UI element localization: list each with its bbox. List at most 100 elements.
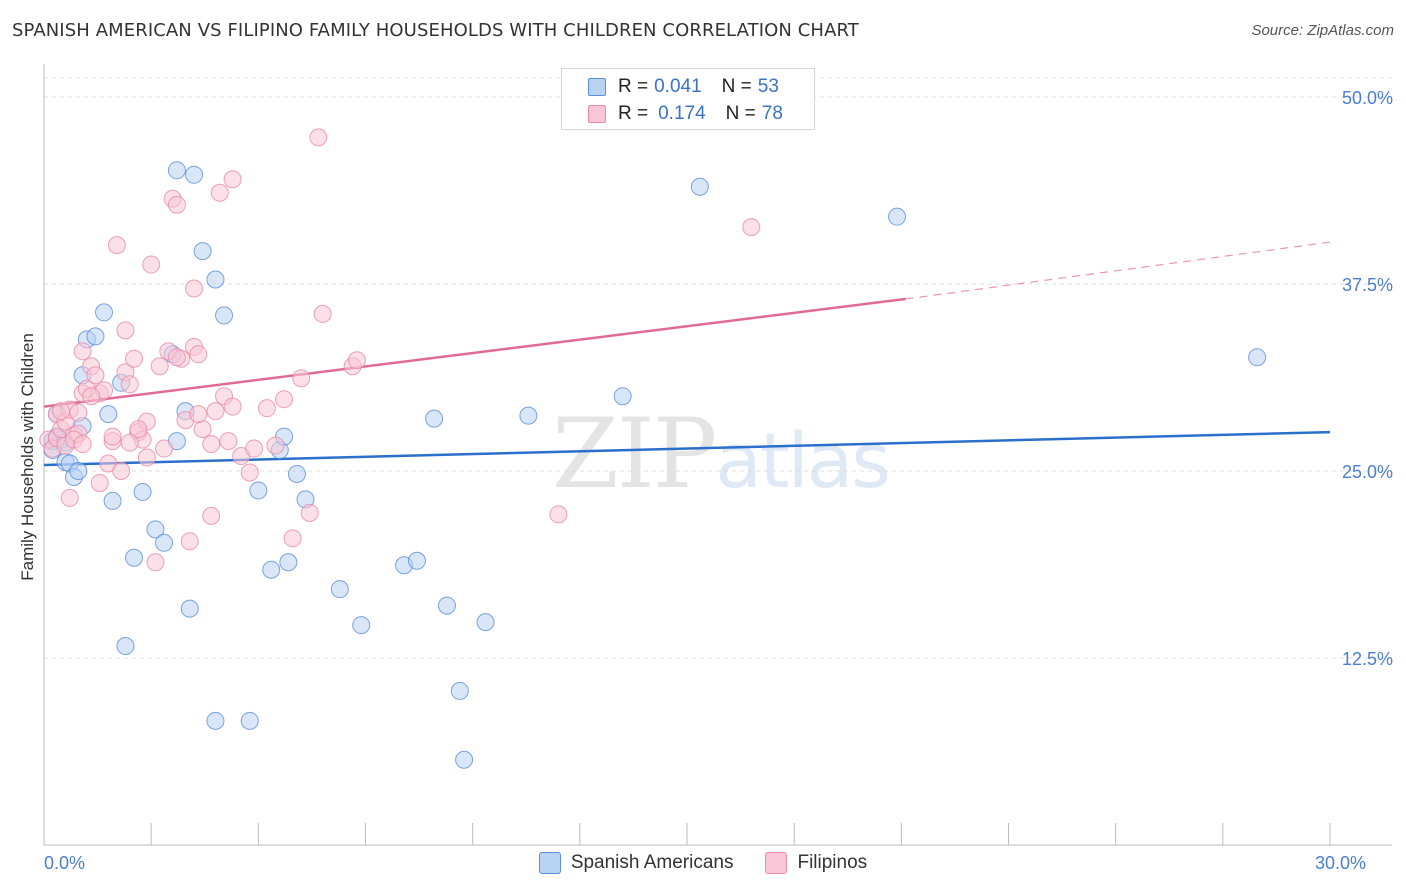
point-filipino — [125, 349, 144, 368]
point-filipino — [69, 403, 88, 422]
point-filipino — [219, 432, 238, 451]
point-filipino — [120, 433, 139, 452]
point-spanish-american — [476, 613, 495, 632]
point-filipino — [742, 218, 761, 237]
legend-swatch-pink — [765, 852, 788, 874]
gridlines — [44, 77, 1392, 659]
point-spanish-american — [279, 553, 298, 572]
point-filipino — [283, 529, 302, 548]
point-filipino — [60, 488, 79, 507]
x-tick-label: 0.0% — [44, 853, 85, 873]
point-filipino — [202, 435, 221, 454]
point-filipino — [107, 236, 126, 255]
source-label: Source: ZipAtlas.com — [1251, 22, 1394, 39]
point-spanish-american — [215, 306, 234, 325]
point-spanish-american — [103, 491, 122, 510]
point-filipino — [167, 195, 186, 214]
point-filipino — [52, 402, 71, 421]
point-spanish-american — [249, 481, 268, 500]
point-filipino — [549, 505, 568, 524]
point-filipino — [90, 473, 109, 492]
point-filipino — [73, 342, 92, 361]
legend-n-label: N = — [721, 76, 752, 97]
point-filipino — [129, 420, 148, 439]
y-tick-label: 25.0% — [1342, 462, 1393, 482]
watermark: ZIPatlas — [552, 398, 891, 510]
point-filipino — [86, 366, 105, 385]
legend-swatch-pink — [588, 105, 606, 123]
point-spanish-american — [86, 327, 105, 346]
point-spanish-american — [455, 750, 474, 769]
point-filipino — [112, 462, 131, 480]
point-spanish-american — [888, 207, 907, 226]
point-filipino — [300, 503, 319, 522]
point-spanish-american — [262, 560, 281, 579]
y-tick-label: 37.5% — [1342, 275, 1393, 295]
point-spanish-american — [425, 409, 444, 428]
point-spanish-american — [407, 551, 426, 570]
legend-item-filipinos[interactable]: Filipinos — [765, 852, 867, 874]
point-spanish-american — [193, 242, 212, 261]
trend-line — [43, 430, 1331, 467]
data-points — [39, 128, 1267, 769]
point-filipino — [142, 255, 161, 274]
tick-labels: 12.5% 25.0% 37.5% 50.0% 0.0% 30.0% — [44, 88, 1393, 873]
point-filipino — [240, 463, 259, 482]
point-spanish-american — [206, 711, 225, 730]
legend-n-value: 78 — [761, 103, 783, 124]
legend-row-spanish-americans: R = 0.041 N = 53 — [588, 75, 779, 99]
point-spanish-american — [352, 616, 371, 635]
point-filipino — [103, 427, 122, 446]
point-spanish-american — [450, 681, 469, 700]
point-filipino — [257, 399, 276, 418]
point-filipino — [189, 405, 208, 424]
point-filipino — [155, 439, 174, 458]
legend-n-label: N = — [725, 103, 756, 124]
point-filipino — [313, 304, 332, 323]
legend-row-filipinos: R = 0.174 N = 78 — [588, 102, 783, 126]
point-spanish-american — [330, 580, 349, 599]
point-spanish-american — [690, 177, 709, 196]
point-filipino — [120, 375, 139, 394]
point-spanish-american — [206, 270, 225, 289]
trend-lines — [43, 241, 1331, 467]
point-filipino — [137, 448, 156, 467]
legend-swatch-blue — [538, 852, 561, 874]
point-spanish-american — [240, 711, 259, 730]
point-spanish-american — [146, 520, 165, 539]
legend-r-label: R = — [618, 103, 649, 124]
point-spanish-american — [519, 406, 538, 425]
legend-r-label: R = — [618, 76, 649, 97]
point-filipino — [266, 436, 285, 455]
point-spanish-american — [287, 464, 306, 483]
y-tick-label: 12.5% — [1342, 649, 1393, 669]
point-filipino — [202, 506, 221, 525]
axes — [43, 64, 1392, 846]
point-spanish-american — [185, 165, 204, 184]
point-filipino — [185, 279, 204, 298]
point-filipino — [150, 357, 169, 376]
watermark-zip: ZIP — [552, 398, 717, 510]
series-legend: Spanish Americans Filipinos — [0, 852, 1406, 874]
legend-r-value: 0.174 — [658, 103, 706, 124]
point-spanish-american — [1248, 348, 1267, 367]
watermark-atlas: atlas — [715, 416, 891, 505]
point-spanish-american — [155, 533, 174, 552]
point-spanish-american — [133, 482, 152, 501]
point-filipino — [73, 435, 92, 454]
point-spanish-american — [125, 548, 144, 567]
stats-legend: R = 0.041 N = 53 R = 0.174 N = 78 — [561, 68, 815, 130]
y-tick-label: 50.0% — [1342, 88, 1393, 108]
point-filipino — [275, 390, 294, 409]
point-spanish-american — [99, 405, 118, 424]
point-spanish-american — [95, 303, 114, 322]
point-spanish-american — [180, 599, 199, 618]
legend-swatch-blue — [588, 78, 606, 96]
point-filipino — [116, 321, 135, 340]
point-spanish-american — [116, 637, 135, 656]
trend-line-extension — [905, 241, 1331, 300]
trend-line — [43, 297, 906, 408]
point-filipino — [206, 402, 225, 421]
legend-item-spanish-americans[interactable]: Spanish Americans — [538, 852, 733, 874]
